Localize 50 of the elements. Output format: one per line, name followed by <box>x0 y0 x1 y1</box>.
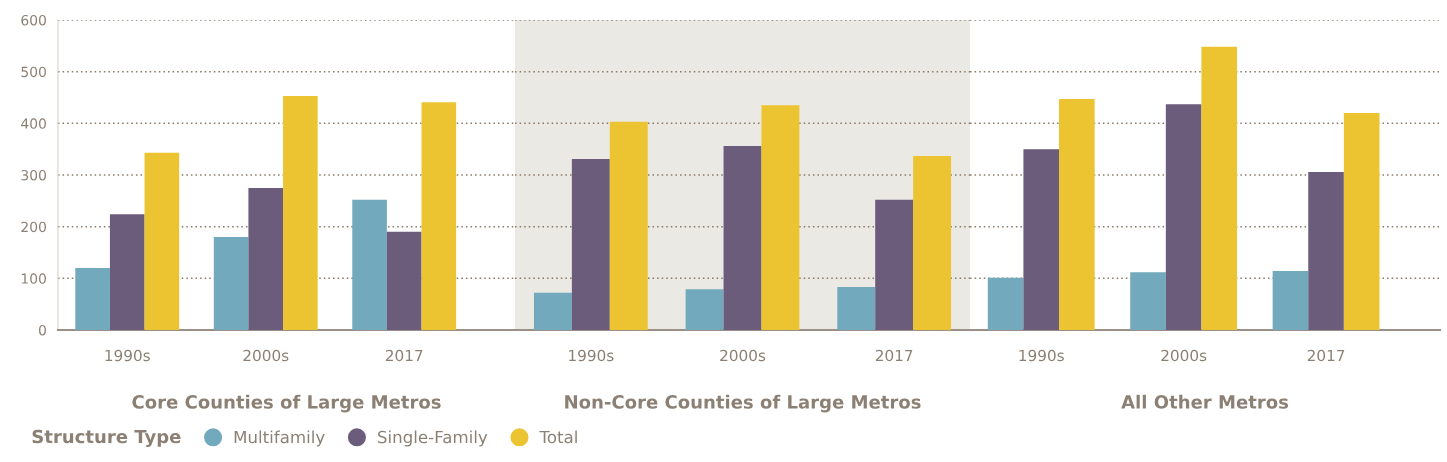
x-tick-label: 2017 <box>385 349 423 362</box>
y-tick-label: 100 <box>21 273 46 284</box>
bar <box>248 187 284 330</box>
bar <box>144 152 180 330</box>
legend-label: Total <box>539 430 577 444</box>
bar <box>386 231 422 330</box>
y-tick-label: 200 <box>21 221 46 233</box>
x-axis-title: All Other Metros <box>1121 394 1289 409</box>
bar <box>723 146 762 330</box>
x-tick-label: 1990s <box>105 349 150 362</box>
y-tick-label: 400 <box>21 118 46 129</box>
x-axis-title: Non-Core Counties of Large Metros <box>565 394 921 413</box>
legend-label: Multifamily <box>234 430 325 447</box>
y-tick-label: 500 <box>21 66 46 78</box>
x-tick-label: 2017 <box>875 349 913 362</box>
bar <box>421 102 457 330</box>
bar <box>109 214 145 330</box>
bar <box>1343 113 1380 330</box>
bar <box>1165 104 1202 330</box>
y-tick-label: 600 <box>21 14 46 26</box>
bar <box>987 277 1024 330</box>
bar <box>571 158 610 330</box>
legend-label: Single-Family <box>378 430 488 447</box>
bar <box>213 237 249 330</box>
x-tick-label: 1990s <box>1019 349 1064 362</box>
bar <box>533 292 572 330</box>
x-axis-title: Core Counties of Large Metros <box>132 394 441 413</box>
y-tick-label: 0 <box>38 324 46 336</box>
y-tick-label: 300 <box>21 169 46 181</box>
x-tick-label: 2000s <box>243 349 289 362</box>
bar <box>837 287 876 330</box>
bar <box>1023 149 1060 330</box>
bar <box>875 199 914 330</box>
x-tick-label: 2000s <box>720 349 766 362</box>
bar <box>283 95 318 330</box>
legend-title: Structure Type <box>32 429 181 447</box>
bar <box>609 121 648 330</box>
x-tick-label: 1990s <box>569 349 614 362</box>
bar <box>75 268 110 330</box>
bar <box>685 289 724 330</box>
x-tick-label: 2017 <box>1307 349 1345 362</box>
bar <box>1272 271 1309 330</box>
bar <box>1308 171 1344 330</box>
bar <box>913 155 952 330</box>
bar <box>1201 46 1238 330</box>
bar <box>352 199 387 330</box>
bar <box>1130 272 1166 330</box>
x-tick-label: 2000s <box>1161 349 1207 362</box>
bar <box>1059 99 1095 330</box>
bar <box>761 105 800 330</box>
